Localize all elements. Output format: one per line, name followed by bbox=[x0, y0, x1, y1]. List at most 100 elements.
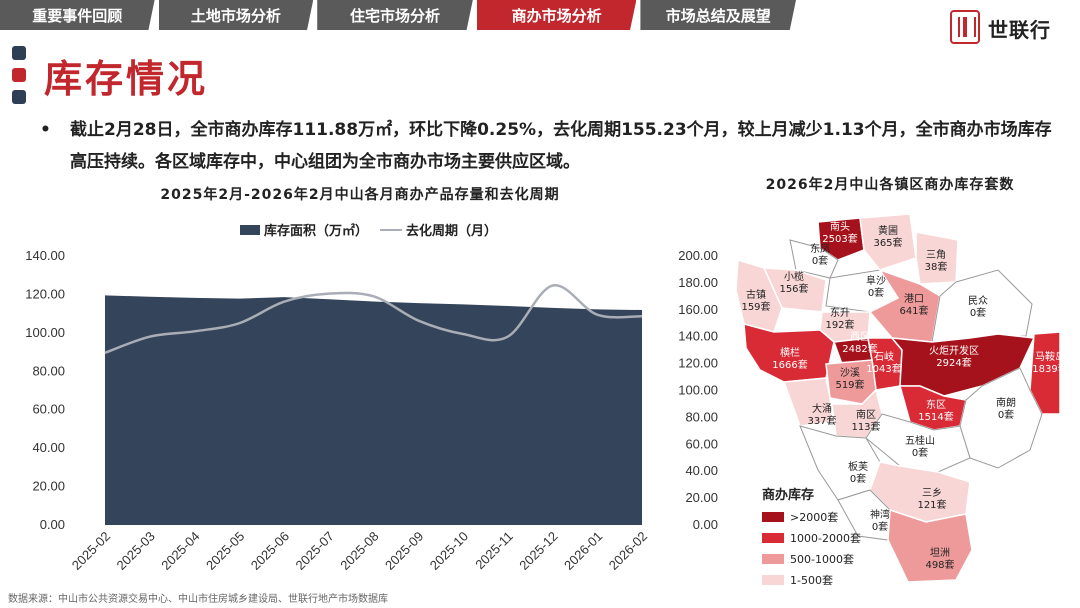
map-region-value: 2503套 bbox=[822, 232, 857, 245]
legend-label-cycle: 去化周期（月） bbox=[406, 224, 498, 239]
map-region-value: 641套 bbox=[899, 304, 928, 317]
map-region-name: 民众 bbox=[968, 295, 988, 307]
map-legend-item: >2000套 bbox=[762, 509, 861, 525]
inventory-chart: 0.00 20.00 40.00 60.00 80.00 100.00 120.00 140.… bbox=[25, 248, 718, 573]
x-tick-label: 2025-08 bbox=[337, 529, 381, 573]
x-tick-label: 2026-02 bbox=[606, 529, 650, 573]
map-region-value: 1514套 bbox=[918, 410, 953, 423]
x-tick-label: 2025-09 bbox=[382, 529, 426, 573]
y-right-tick-label: 140.00 bbox=[678, 329, 718, 344]
legend-label-inventory: 库存面积（万㎡） bbox=[264, 224, 369, 239]
map-region-value: 0套 bbox=[998, 408, 1014, 421]
page-title: 库存情况 bbox=[44, 57, 209, 101]
map-shapes bbox=[735, 213, 1060, 583]
y-right-tick-label: 120.00 bbox=[678, 356, 718, 371]
x-tick-label: 2025-10 bbox=[427, 529, 471, 573]
map-region-value: 156套 bbox=[779, 282, 808, 295]
brand-name: 世联行 bbox=[988, 18, 1051, 42]
x-tick-label: 2025-06 bbox=[248, 529, 292, 573]
map-region-value: 0套 bbox=[812, 254, 828, 267]
region-wuguishan-shape bbox=[865, 413, 971, 473]
map-region-value: 0套 bbox=[850, 472, 866, 485]
y-left-tick-label: 20.00 bbox=[32, 479, 65, 494]
map-region-value: 519套 bbox=[835, 378, 864, 391]
map-region-name: 沙溪 bbox=[840, 367, 860, 379]
map-region-name: 阜沙 bbox=[866, 274, 886, 287]
tab-commercial-office-market[interactable]: 商办市场分析 bbox=[476, 0, 637, 30]
map-legend: 商办库存 >2000套 1000-2000套 500-1000套 1-500套 bbox=[762, 484, 861, 593]
map-region-name: 东凤 bbox=[810, 242, 830, 255]
map-region-name: 西区 bbox=[850, 331, 870, 343]
map-region-name: 三角 bbox=[926, 249, 946, 261]
data-source: 数据来源：中山市公共资源交易中心、中山市住房城乡建设局、世联行地产市场数据库 bbox=[8, 594, 388, 605]
map-region-name: 马鞍岛 bbox=[1035, 350, 1060, 363]
chart-title: 2025年2月-2026年2月中山各月商办产品存量和去化周期 bbox=[160, 187, 560, 203]
y-right-tick-label: 100.00 bbox=[678, 383, 718, 398]
tab-residential-market[interactable]: 住宅市场分析 bbox=[317, 0, 473, 30]
map-region-name: 南区 bbox=[856, 408, 876, 421]
x-tick-label: 2026-01 bbox=[561, 529, 605, 573]
region-maandao-shape bbox=[1029, 331, 1060, 415]
legend-swatch bbox=[762, 512, 784, 522]
map-region-name: 板芙 bbox=[848, 460, 868, 473]
x-tick-label: 2025-03 bbox=[114, 529, 158, 573]
summary-paragraph: • 截止2月28日，全市商办库存111.88万㎡，环比下降0.25%，去化周期1… bbox=[40, 114, 1060, 178]
top-nav: 重要事件回顾 土地市场分析 住宅市场分析 商办市场分析 市场总结及展望 bbox=[0, 0, 800, 30]
legend-swatch bbox=[762, 533, 784, 543]
map-legend-label: >2000套 bbox=[790, 511, 839, 524]
map-region-name: 小榄 bbox=[784, 270, 804, 283]
map-legend-item: 1000-2000套 bbox=[762, 530, 861, 546]
region-dongfeng-shape bbox=[789, 239, 839, 279]
region-dayong-shape bbox=[782, 377, 833, 427]
map-region-name: 五桂山 bbox=[905, 434, 935, 447]
map-region-value: 0套 bbox=[912, 446, 928, 459]
map-region-name: 南头 bbox=[830, 220, 850, 233]
map-region-value: 0套 bbox=[868, 286, 884, 299]
map-region-name: 神湾 bbox=[870, 508, 890, 521]
region-huangpu-shape bbox=[859, 213, 917, 271]
map-region-name: 东升 bbox=[830, 306, 850, 319]
map-region-name: 黄圃 bbox=[878, 224, 898, 237]
x-tick-label: 2025-05 bbox=[203, 529, 247, 573]
y-right-tick-label: 80.00 bbox=[685, 409, 718, 424]
y-left-tick-label: 60.00 bbox=[32, 402, 65, 417]
map-labels: 南头2503套黄圃365套东凤0套三角38套小榄156套阜沙0套古镇159套东升… bbox=[741, 220, 1060, 571]
map-region-name: 大涌 bbox=[812, 402, 832, 415]
y-right-tick-label: 200.00 bbox=[678, 248, 718, 263]
map-legend-title: 商办库存 bbox=[762, 488, 815, 503]
map-region-name: 石岐 bbox=[874, 350, 894, 363]
chart-legend: 库存面积（万㎡） 去化周期（月） bbox=[240, 220, 497, 239]
map-region-value: 192套 bbox=[825, 318, 854, 331]
y-right-tick-label: 0.00 bbox=[693, 517, 718, 532]
x-tick-label: 2025-12 bbox=[516, 529, 560, 573]
y-left-tick-label: 100.00 bbox=[25, 325, 65, 340]
tab-land-market[interactable]: 土地市场分析 bbox=[158, 0, 314, 30]
region-nantou-shape bbox=[817, 217, 865, 261]
x-tick-label: 2025-04 bbox=[158, 529, 202, 573]
tab-summary-outlook[interactable]: 市场总结及展望 bbox=[640, 0, 796, 30]
y-right-tick-label: 40.00 bbox=[685, 463, 718, 478]
map-region-name: 坦洲 bbox=[930, 546, 950, 559]
map-legend-label: 1-500套 bbox=[790, 574, 833, 587]
x-tick-label: 2025-07 bbox=[293, 529, 337, 573]
map-title: 2026年2月中山各镇区商办库存套数 bbox=[765, 177, 1015, 193]
x-tick-label: 2025-11 bbox=[472, 529, 516, 573]
y-right-tick-label: 180.00 bbox=[678, 275, 718, 290]
map-region-name: 东区 bbox=[926, 398, 946, 411]
map-region-name: 古镇 bbox=[746, 288, 766, 301]
x-tick-label: 2025-02 bbox=[69, 529, 113, 573]
y-left-tick-label: 0.00 bbox=[40, 517, 65, 532]
y-left-tick-label: 120.00 bbox=[25, 286, 65, 301]
region-sanjiao-shape bbox=[915, 231, 959, 285]
tab-events-review[interactable]: 重要事件回顾 bbox=[0, 0, 155, 30]
map-region-name: 三乡 bbox=[922, 487, 942, 499]
map-region-value: 38套 bbox=[925, 260, 948, 273]
map-region-value: 1666套 bbox=[772, 358, 807, 371]
y-left-tick-label: 140.00 bbox=[25, 248, 65, 263]
y-right-tick-label: 20.00 bbox=[685, 490, 718, 505]
map-region-value: 365套 bbox=[873, 236, 902, 249]
legend-swatch-inventory bbox=[240, 224, 260, 235]
map-legend-label: 1000-2000套 bbox=[790, 532, 861, 545]
y-right-tick-label: 60.00 bbox=[685, 436, 718, 451]
map-region-value: 337套 bbox=[807, 414, 836, 427]
